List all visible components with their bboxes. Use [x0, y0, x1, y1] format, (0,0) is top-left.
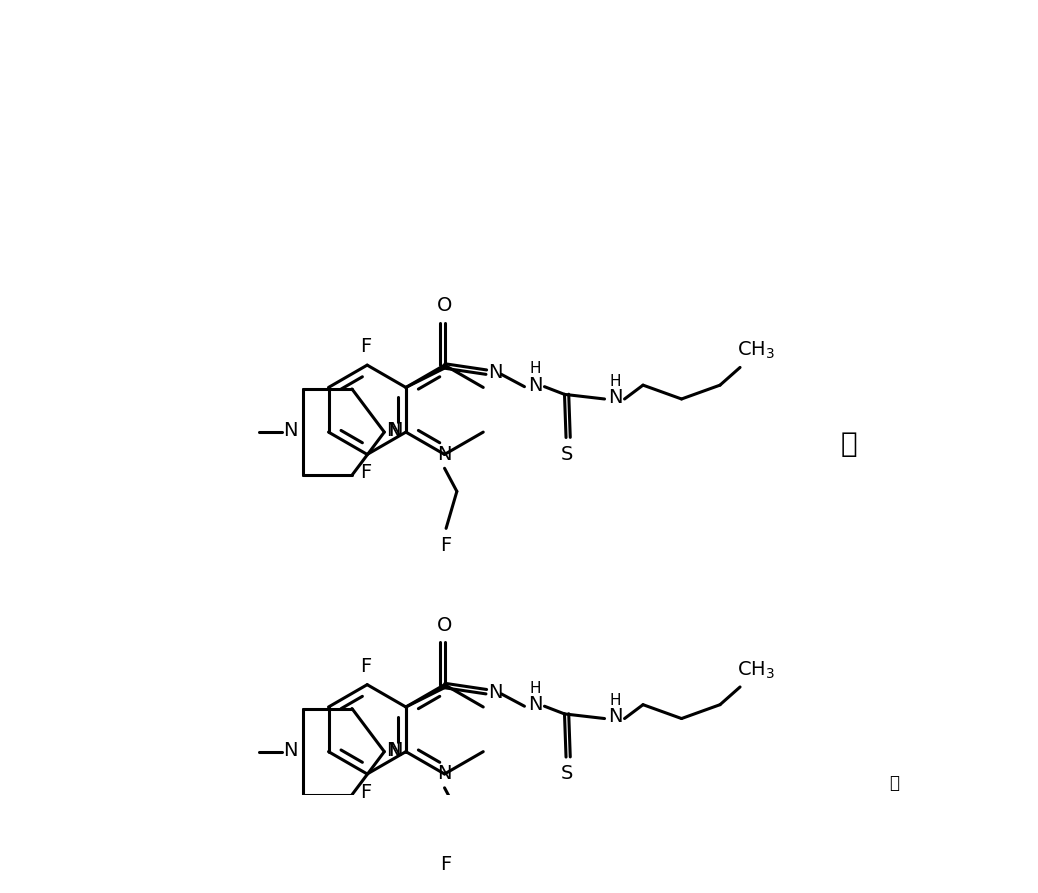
Text: N: N: [608, 388, 623, 407]
Text: O: O: [437, 296, 453, 315]
Text: N: N: [608, 707, 623, 727]
Text: N: N: [388, 421, 403, 440]
Text: F: F: [360, 656, 372, 676]
Text: CH$_3$: CH$_3$: [737, 659, 775, 680]
Text: O: O: [437, 616, 453, 635]
Text: F: F: [360, 783, 372, 802]
Text: F: F: [440, 855, 452, 874]
Text: N: N: [528, 376, 543, 395]
Text: N: N: [437, 445, 452, 464]
Text: N: N: [437, 764, 452, 783]
Text: N: N: [386, 740, 401, 760]
Text: N: N: [488, 363, 502, 382]
Text: N: N: [386, 421, 401, 440]
Text: H: H: [529, 681, 541, 696]
Text: S: S: [561, 764, 573, 783]
Text: 。: 。: [890, 774, 900, 792]
Text: H: H: [529, 362, 541, 377]
Text: N: N: [283, 740, 298, 760]
Text: H: H: [609, 374, 621, 388]
Text: N: N: [283, 421, 298, 440]
Text: F: F: [360, 463, 372, 482]
Text: CH$_3$: CH$_3$: [737, 340, 775, 361]
Text: S: S: [561, 445, 573, 464]
Text: N: N: [488, 683, 502, 702]
Text: F: F: [360, 338, 372, 356]
Text: H: H: [609, 693, 621, 708]
Text: N: N: [528, 695, 543, 714]
Text: 或: 或: [840, 430, 856, 458]
Text: F: F: [440, 536, 452, 555]
Text: N: N: [388, 740, 403, 760]
